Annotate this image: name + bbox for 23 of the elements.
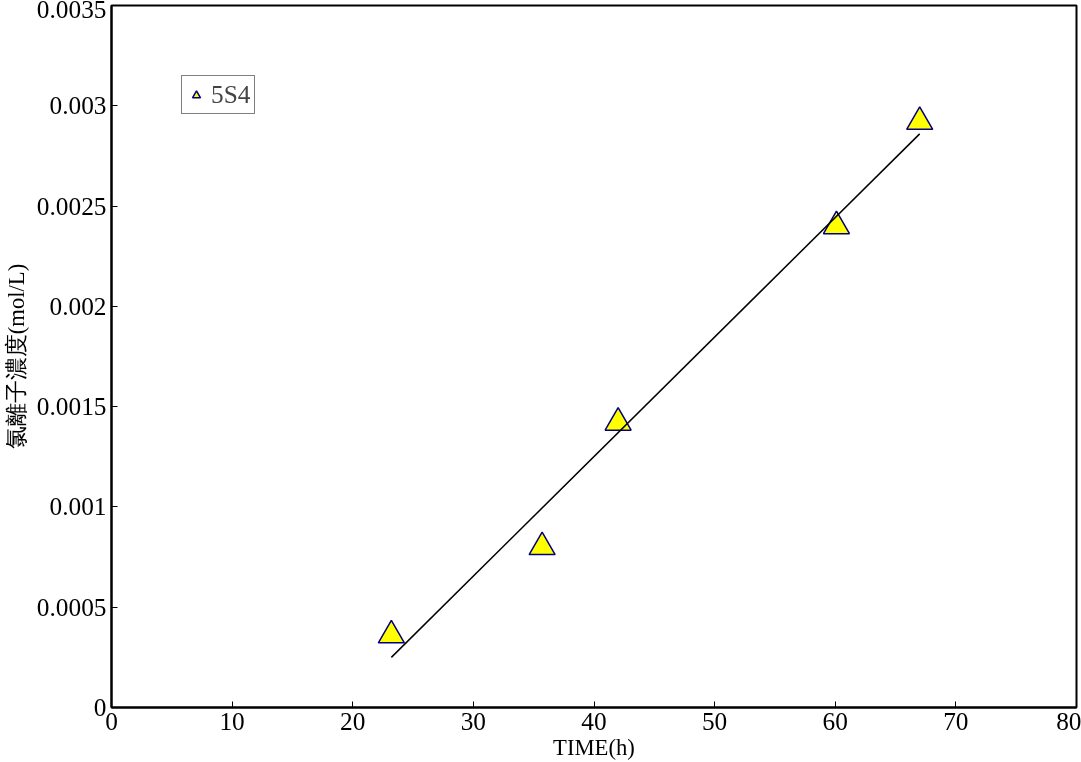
x-tick-label: 10 bbox=[219, 706, 245, 735]
x-tick-label: 50 bbox=[701, 706, 728, 735]
point bbox=[905, 106, 934, 131]
x-axis-title: TIME(h) bbox=[553, 734, 635, 760]
point bbox=[822, 210, 851, 235]
point bbox=[377, 619, 406, 644]
y-tick-label: 0.0015 bbox=[36, 392, 107, 421]
x-tick-label: 20 bbox=[340, 706, 366, 735]
point bbox=[604, 406, 632, 431]
x-tick-label: 80 bbox=[1056, 706, 1081, 735]
y-tick-label: 0.0035 bbox=[36, 0, 107, 23]
x-tick-label: 30 bbox=[460, 706, 487, 735]
y-axis-title: 氯離子濃度(mol/L) bbox=[3, 263, 29, 450]
y-tick-label: 0.0025 bbox=[36, 191, 107, 220]
y-tick-label: 0.003 bbox=[49, 91, 107, 120]
y-tick-label: 0.001 bbox=[49, 492, 107, 521]
point bbox=[528, 531, 556, 556]
y-tick-label: 0.0005 bbox=[36, 592, 107, 621]
legend-label: 5S4 bbox=[211, 80, 251, 109]
y-tick-label: 0.002 bbox=[49, 291, 107, 320]
x-tick-label: 60 bbox=[822, 706, 848, 735]
x-tick-label: 70 bbox=[943, 706, 969, 735]
x-tick-label: 40 bbox=[581, 706, 607, 735]
